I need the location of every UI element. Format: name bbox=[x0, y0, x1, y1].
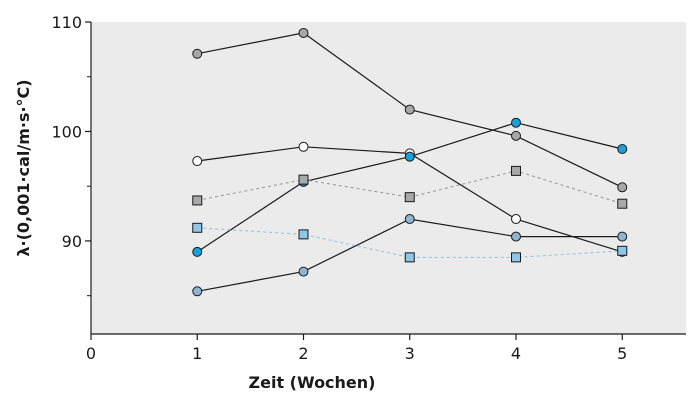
plot-area bbox=[91, 22, 686, 334]
data-point-circle bbox=[192, 156, 203, 167]
data-point-square bbox=[511, 165, 521, 176]
data-point-square bbox=[298, 229, 309, 240]
series-5 bbox=[192, 165, 628, 209]
data-point-square bbox=[192, 222, 203, 233]
series-1 bbox=[192, 27, 628, 193]
data-point-circle bbox=[192, 246, 203, 257]
x-tick-label: 5 bbox=[617, 344, 627, 363]
axes: 0 1 2 3 4 5 90 100 110 bbox=[51, 13, 686, 363]
data-point-circle bbox=[298, 27, 309, 38]
x-tick-label: 3 bbox=[405, 344, 415, 363]
series-6 bbox=[192, 222, 628, 263]
series-4 bbox=[192, 214, 628, 297]
data-point-circle bbox=[511, 117, 521, 128]
data-point-circle bbox=[511, 231, 521, 242]
data-point-circle bbox=[192, 48, 203, 59]
x-tick-label: 0 bbox=[86, 344, 96, 363]
x-tick-label: 2 bbox=[298, 344, 308, 363]
series-3 bbox=[192, 117, 628, 257]
data-point-circle bbox=[511, 214, 521, 225]
y-tick-label: 100 bbox=[51, 122, 82, 141]
data-point-circle bbox=[192, 286, 203, 297]
data-point-circle bbox=[617, 231, 628, 242]
x-tick-label: 4 bbox=[511, 344, 521, 363]
y-tick-label: 90 bbox=[62, 232, 82, 251]
y-tick-label: 110 bbox=[51, 13, 82, 32]
series-line bbox=[197, 170, 623, 205]
data-point-circle bbox=[404, 214, 415, 225]
data-point-circle bbox=[298, 141, 309, 152]
x-tick-label: 1 bbox=[192, 344, 202, 363]
x-axis-title: Zeit (Wochen) bbox=[249, 373, 376, 392]
data-point-circle bbox=[617, 143, 628, 154]
series-layer bbox=[192, 27, 628, 297]
data-point-circle bbox=[298, 266, 309, 277]
data-point-circle bbox=[511, 130, 521, 141]
y-axis-title: λ·(0,001·cal/m·s·°C) bbox=[14, 79, 33, 256]
data-point-circle bbox=[404, 151, 415, 162]
data-point-circle bbox=[617, 182, 628, 193]
data-point-square bbox=[192, 195, 203, 206]
data-point-square bbox=[617, 245, 628, 256]
series-line bbox=[197, 227, 623, 258]
data-point-square bbox=[404, 192, 415, 203]
data-point-square bbox=[617, 198, 628, 209]
data-point-circle bbox=[404, 104, 415, 115]
data-point-square bbox=[511, 252, 521, 263]
data-point-square bbox=[298, 174, 309, 185]
data-point-square bbox=[404, 252, 415, 263]
